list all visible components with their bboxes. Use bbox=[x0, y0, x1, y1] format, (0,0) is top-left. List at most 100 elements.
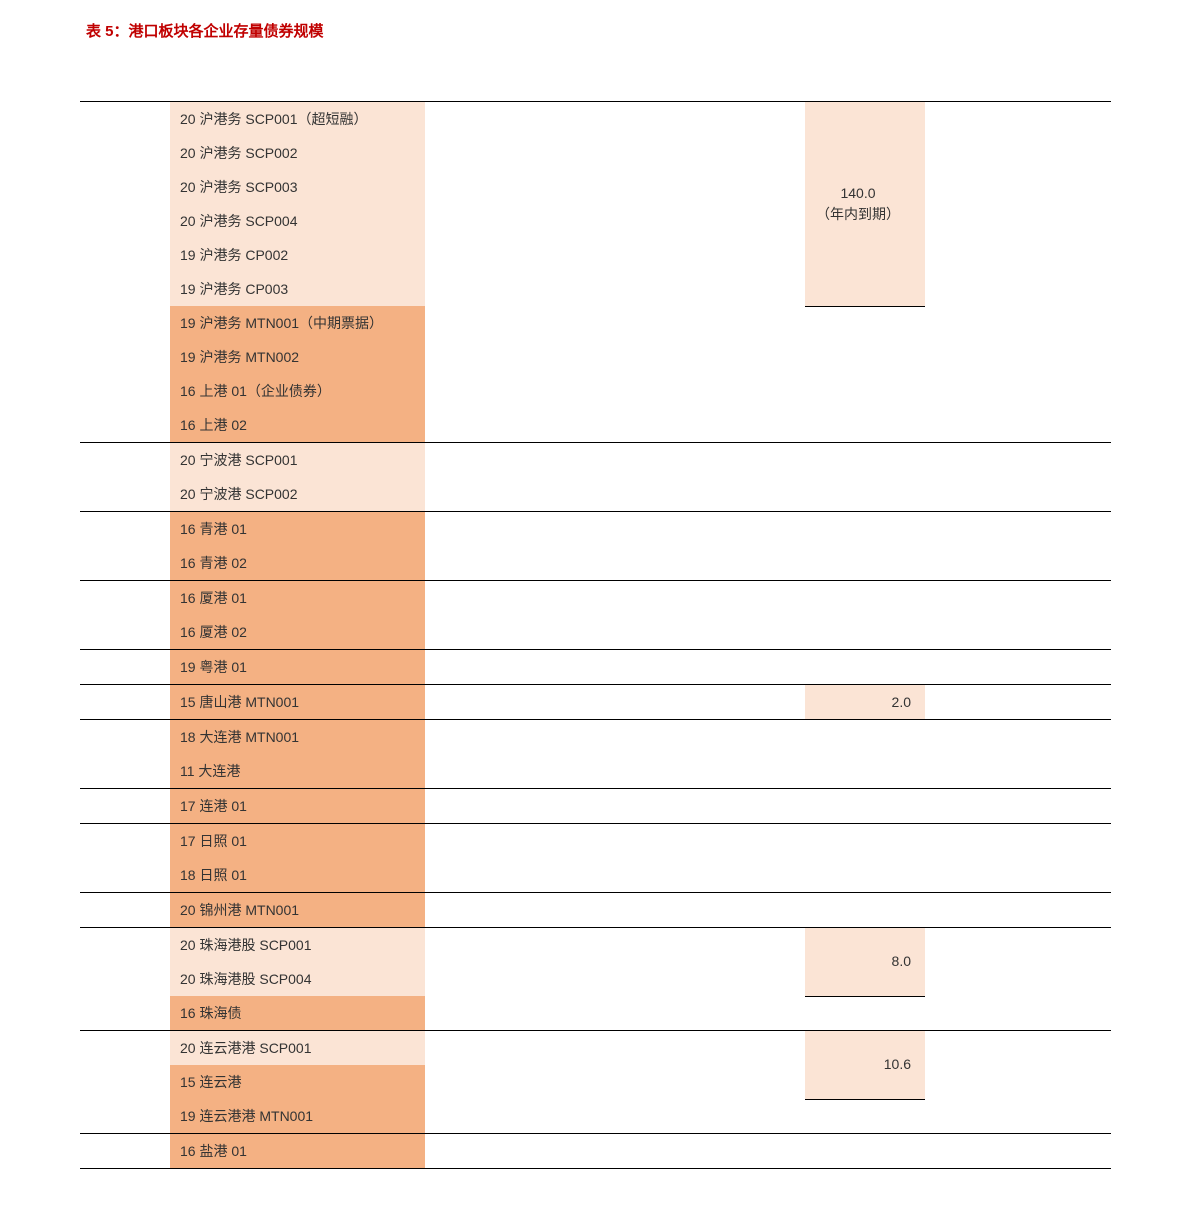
bond-cell: 15 唐山港 MTN001 bbox=[170, 685, 425, 720]
bond-label: 16 盐港 01 bbox=[170, 1134, 425, 1168]
table-row: 20 沪港务 SCP001（超短融）140.0（年内到期） bbox=[80, 102, 1111, 137]
bond-label: 15 连云港 bbox=[170, 1065, 425, 1099]
bond-cell: 16 盐港 01 bbox=[170, 1134, 425, 1169]
right-cell bbox=[925, 512, 1111, 581]
value-cell bbox=[805, 1134, 925, 1169]
table-row: 20 宁波港 SCP001 bbox=[80, 443, 1111, 478]
bond-cell: 16 青港 02 bbox=[170, 546, 425, 581]
bond-cell: 20 珠海港股 SCP004 bbox=[170, 962, 425, 996]
company-cell bbox=[80, 685, 170, 720]
bond-label: 16 青港 02 bbox=[170, 546, 425, 580]
bond-label: 17 日照 01 bbox=[170, 824, 425, 858]
company-cell bbox=[80, 650, 170, 685]
bond-label: 20 沪港务 SCP002 bbox=[170, 136, 425, 170]
bond-label: 16 上港 02 bbox=[170, 408, 425, 442]
bond-cell: 15 连云港 bbox=[170, 1065, 425, 1099]
table-row: 18 大连港 MTN001 bbox=[80, 720, 1111, 755]
bond-cell: 16 上港 02 bbox=[170, 408, 425, 443]
bond-cell: 16 青港 01 bbox=[170, 512, 425, 547]
bond-label: 19 沪港务 MTN002 bbox=[170, 340, 425, 374]
bond-label: 16 上港 01（企业债券） bbox=[170, 374, 425, 408]
value-text: 8.0 bbox=[805, 951, 911, 972]
bond-cell: 20 沪港务 SCP004 bbox=[170, 204, 425, 238]
bond-label: 19 连云港港 MTN001 bbox=[170, 1099, 425, 1133]
bond-cell: 16 厦港 01 bbox=[170, 581, 425, 616]
bond-label: 20 宁波港 SCP002 bbox=[170, 477, 425, 511]
right-cell bbox=[925, 824, 1111, 893]
bond-cell: 11 大连港 bbox=[170, 754, 425, 789]
mid-cell bbox=[425, 928, 805, 1031]
bond-cell: 18 日照 01 bbox=[170, 858, 425, 893]
company-cell bbox=[80, 720, 170, 789]
table-row: 16 厦港 01 bbox=[80, 581, 1111, 616]
bond-label: 20 珠海港股 SCP004 bbox=[170, 962, 425, 996]
bond-label: 20 宁波港 SCP001 bbox=[170, 443, 425, 477]
right-cell bbox=[925, 581, 1111, 650]
bond-label: 20 锦州港 MTN001 bbox=[170, 893, 425, 927]
value-cell bbox=[805, 789, 925, 824]
right-cell bbox=[925, 650, 1111, 685]
value-cell: 2.0 bbox=[805, 685, 925, 720]
table-row: 19 粤港 01 bbox=[80, 650, 1111, 685]
bond-label: 19 沪港务 CP003 bbox=[170, 272, 425, 306]
mid-cell bbox=[425, 720, 805, 789]
bond-label: 15 唐山港 MTN001 bbox=[170, 685, 425, 719]
right-cell bbox=[925, 720, 1111, 789]
table-row: 16 青港 01 bbox=[80, 512, 1111, 547]
company-cell bbox=[80, 1031, 170, 1134]
bond-cell: 19 沪港务 MTN002 bbox=[170, 340, 425, 374]
right-cell bbox=[925, 102, 1111, 443]
right-cell bbox=[925, 1134, 1111, 1169]
bond-cell: 17 日照 01 bbox=[170, 824, 425, 859]
value-text: 10.6 bbox=[805, 1054, 911, 1075]
bond-label: 20 珠海港股 SCP001 bbox=[170, 928, 425, 962]
company-cell bbox=[80, 789, 170, 824]
table-row: 16 盐港 01 bbox=[80, 1134, 1111, 1169]
mid-cell bbox=[425, 102, 805, 443]
table-row: 20 珠海港股 SCP0018.0 bbox=[80, 928, 1111, 963]
company-cell bbox=[80, 512, 170, 581]
bond-cell: 19 沪港务 CP003 bbox=[170, 272, 425, 306]
bond-cell: 19 粤港 01 bbox=[170, 650, 425, 685]
value-cell bbox=[805, 581, 925, 650]
bond-cell: 20 沪港务 SCP001（超短融） bbox=[170, 102, 425, 137]
right-cell bbox=[925, 443, 1111, 512]
right-cell bbox=[925, 1031, 1111, 1134]
table-row: 20 锦州港 MTN001 bbox=[80, 893, 1111, 928]
bond-label: 16 青港 01 bbox=[170, 512, 425, 546]
mid-cell bbox=[425, 1134, 805, 1169]
value-cell bbox=[805, 443, 925, 512]
bond-cell: 16 上港 01（企业债券） bbox=[170, 374, 425, 408]
value-cell bbox=[805, 306, 925, 443]
table-row: 20 连云港港 SCP00110.6 bbox=[80, 1031, 1111, 1066]
mid-cell bbox=[425, 443, 805, 512]
bond-cell: 19 沪港务 CP002 bbox=[170, 238, 425, 272]
value-cell bbox=[805, 512, 925, 581]
mid-cell bbox=[425, 581, 805, 650]
right-cell bbox=[925, 685, 1111, 720]
bond-label: 18 日照 01 bbox=[170, 858, 425, 892]
company-cell bbox=[80, 928, 170, 1031]
mid-cell bbox=[425, 824, 805, 893]
mid-cell bbox=[425, 1031, 805, 1134]
value-text: 2.0 bbox=[805, 692, 911, 713]
bond-cell: 20 宁波港 SCP001 bbox=[170, 443, 425, 478]
right-cell bbox=[925, 893, 1111, 928]
company-cell bbox=[80, 893, 170, 928]
bond-cell: 19 连云港港 MTN001 bbox=[170, 1099, 425, 1134]
mid-cell bbox=[425, 789, 805, 824]
right-cell bbox=[925, 789, 1111, 824]
value-cell bbox=[805, 650, 925, 685]
bond-table: 20 沪港务 SCP001（超短融）140.0（年内到期）20 沪港务 SCP0… bbox=[80, 101, 1111, 1169]
bond-cell: 17 连港 01 bbox=[170, 789, 425, 824]
mid-cell bbox=[425, 512, 805, 581]
company-cell bbox=[80, 581, 170, 650]
value-cell bbox=[805, 720, 925, 789]
company-cell bbox=[80, 824, 170, 893]
right-cell bbox=[925, 928, 1111, 1031]
bond-label: 11 大连港 bbox=[170, 754, 425, 788]
bond-cell: 20 沪港务 SCP003 bbox=[170, 170, 425, 204]
value-text: 140.0 bbox=[805, 183, 911, 204]
bond-label: 16 厦港 01 bbox=[170, 581, 425, 615]
mid-cell bbox=[425, 893, 805, 928]
